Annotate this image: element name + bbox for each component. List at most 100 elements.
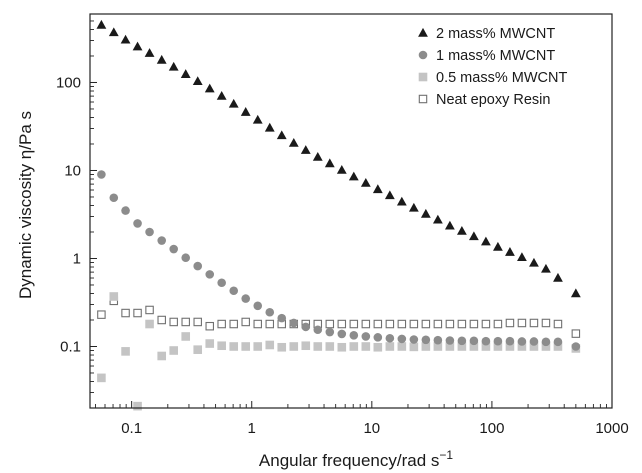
series-2-point: [529, 337, 539, 346]
series-1-point: [252, 114, 263, 124]
x-axis-label: Angular frequency/rad s−1: [259, 448, 454, 470]
series-4-point: [493, 319, 503, 329]
series-2-point: [241, 294, 251, 303]
series-3-point: [361, 342, 371, 351]
series-4-point: [193, 317, 202, 327]
series-3-point: [253, 342, 263, 351]
series-2-point: [277, 313, 287, 323]
series-4-point: [157, 315, 166, 325]
series-2-point: [373, 333, 383, 342]
series-3-point: [169, 346, 179, 355]
series-4-point: [481, 319, 491, 329]
series-4-points: [97, 296, 581, 338]
series-1-point: [336, 165, 347, 174]
series-2-point: [313, 325, 323, 335]
series-3-point: [373, 342, 383, 352]
series-4-point: [571, 329, 581, 338]
series-4-point: [97, 310, 106, 319]
series-2-point: [205, 270, 215, 279]
legend-label: 2 mass% MWCNT: [436, 26, 555, 42]
series-4-point: [205, 321, 214, 331]
series-4-point: [529, 318, 539, 328]
legend: 2 mass% MWCNT 1 mass% MWCNT 0.5 mass% MWCN…: [418, 26, 567, 108]
series-1-point: [324, 158, 335, 168]
series-1-point: [156, 54, 167, 64]
series-3-point: [397, 342, 407, 351]
series-2-point: [553, 337, 563, 347]
tick-labels: 0.1 1 10 100 1000 0.1 1 10 100: [56, 74, 629, 437]
legend-item: 2 mass% MWCNT: [418, 26, 555, 42]
series-3-point: [517, 342, 527, 351]
series-2-point: [97, 170, 106, 179]
series-1-point: [216, 91, 227, 100]
series-4-point: [241, 317, 250, 327]
series-3-point: [457, 342, 467, 351]
series-2-point: [541, 337, 551, 347]
x-tick-label: 10: [363, 420, 380, 437]
axis-ticks: [90, 20, 613, 408]
series-2-point: [169, 244, 179, 254]
series-2-point: [133, 219, 142, 228]
series-2-point: [109, 193, 119, 203]
series-1-point: [384, 190, 395, 200]
series-3-point: [265, 340, 275, 350]
series-4-point: [409, 319, 419, 329]
series-4-point: [337, 319, 347, 329]
x-tick-label: 1000: [595, 420, 628, 437]
x-axis-label-superscript: −1: [439, 448, 453, 462]
series-4-point: [325, 319, 335, 329]
series-4-point: [361, 319, 371, 329]
series-2-point: [361, 332, 371, 341]
legend-marker: [418, 72, 428, 82]
series-1-point: [517, 252, 527, 262]
plot-marks: [96, 19, 581, 411]
series-1-point: [192, 76, 203, 86]
series-2-point: [385, 333, 395, 343]
series-3-point: [193, 345, 203, 354]
series-2-point: [157, 236, 167, 245]
series-3-point: [109, 292, 119, 301]
series-1-point: [204, 83, 215, 93]
series-3-point: [313, 342, 323, 351]
series-1-point: [420, 208, 431, 218]
series-2-point: [505, 336, 515, 346]
series-4-point: [445, 319, 455, 329]
series-4-point: [169, 317, 178, 327]
series-3-point: [421, 342, 431, 351]
series-3-point: [445, 342, 455, 351]
legend-label: 0.5 mass% MWCNT: [436, 70, 567, 86]
series-3-point: [325, 342, 335, 351]
series-4-point: [121, 308, 130, 318]
series-2-point: [493, 336, 503, 346]
series-3-point: [301, 341, 311, 351]
series-1-point: [432, 214, 443, 224]
series-1-point: [553, 272, 563, 282]
series-2-point: [121, 206, 130, 215]
series-1-point: [180, 69, 191, 78]
series-1-point: [481, 236, 491, 246]
series-3-point: [229, 342, 239, 351]
series-1-point: [144, 48, 155, 57]
series-3-point: [217, 341, 226, 351]
series-2-point: [445, 336, 455, 345]
series-3-points: [97, 292, 581, 411]
series-1-point: [529, 257, 539, 267]
series-2-point: [229, 286, 239, 296]
series-1-point: [168, 61, 179, 71]
series-1-point: [372, 184, 383, 194]
series-1-point: [456, 225, 467, 235]
series-3-point: [553, 342, 563, 351]
series-1-point: [276, 130, 287, 140]
series-1-point: [396, 196, 407, 206]
series-2-point: [409, 335, 419, 344]
series-1-point: [228, 98, 239, 108]
x-tick-label: 100: [479, 420, 504, 437]
y-tick-label: 100: [56, 74, 81, 91]
series-2-point: [181, 253, 191, 263]
series-1-point: [96, 19, 107, 29]
series-1-point: [493, 241, 503, 251]
series-1-point: [108, 27, 119, 37]
legend-label: 1 mass% MWCNT: [436, 48, 555, 64]
series-4-point: [217, 319, 226, 329]
series-3-point: [469, 342, 479, 351]
